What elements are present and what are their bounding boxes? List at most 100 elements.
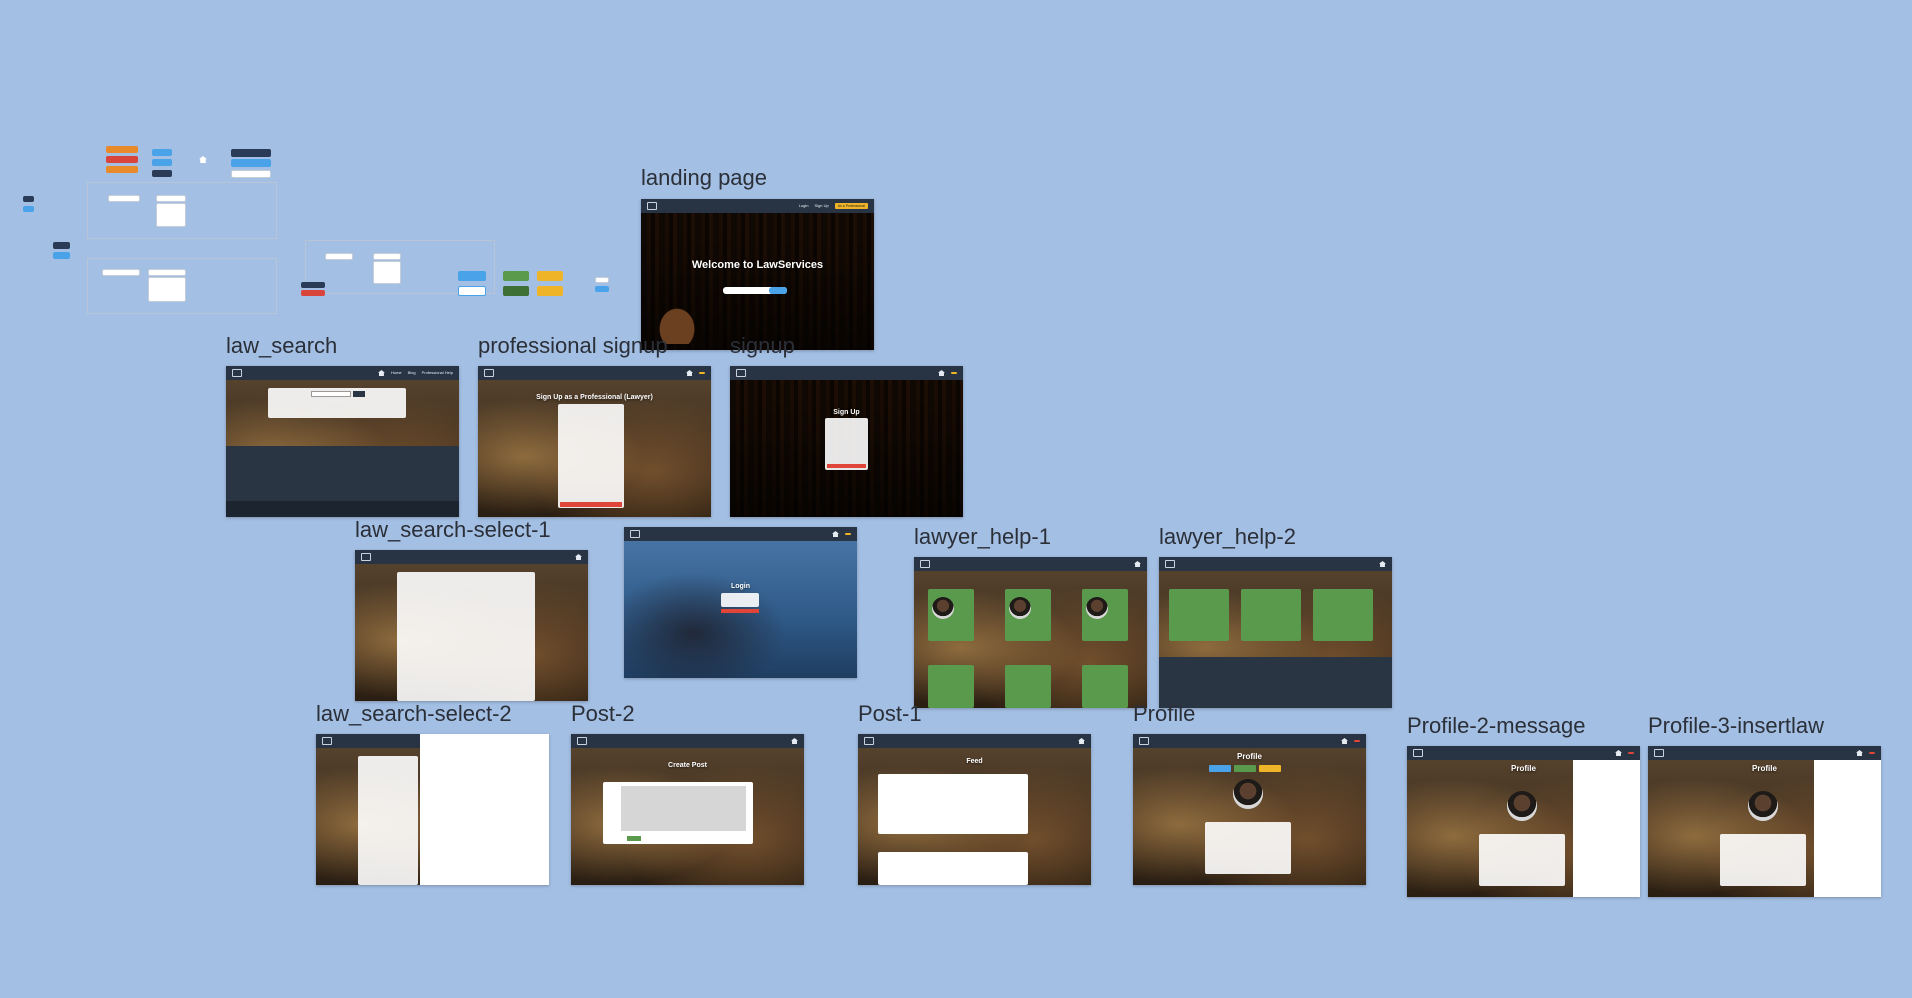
wf-chip[interactable] [537, 271, 563, 281]
nav-professional[interactable] [951, 372, 957, 374]
wf-node[interactable] [373, 253, 401, 260]
wf-chip[interactable] [231, 159, 271, 167]
frame-label: lawyer_help-2 [1159, 524, 1296, 549]
home-icon[interactable] [575, 554, 582, 560]
nav-professional-help[interactable]: Professional Help [421, 370, 453, 375]
message-button[interactable] [1209, 765, 1231, 772]
frame-signup[interactable]: Sign Up [730, 366, 963, 517]
wf-chip[interactable] [106, 146, 138, 153]
logout-button[interactable] [1869, 752, 1875, 754]
wf-chip[interactable] [23, 206, 34, 212]
nav-home[interactable]: Home [390, 370, 402, 375]
frame-label: Post-1 [858, 701, 922, 726]
home-icon[interactable] [686, 370, 693, 376]
post-textarea[interactable] [621, 786, 746, 831]
frame-landing-page[interactable]: Login Sign Up As a Professional Welcome … [641, 199, 874, 350]
nav-professional[interactable]: As a Professional [834, 203, 868, 209]
lawyer-card[interactable] [1241, 589, 1301, 641]
home-icon[interactable] [832, 531, 839, 537]
wf-chip[interactable] [301, 290, 325, 296]
home-icon[interactable] [1341, 738, 1348, 744]
wf-group [87, 182, 277, 239]
wf-chip[interactable] [152, 159, 172, 166]
wf-group [305, 240, 495, 294]
feed-post [878, 852, 1028, 885]
home-icon[interactable] [1078, 738, 1085, 744]
wf-node[interactable] [595, 277, 609, 283]
wf-node[interactable] [373, 261, 401, 284]
lawyer-avatar [1086, 597, 1108, 619]
wf-chip[interactable] [231, 170, 271, 178]
edit-profile-button[interactable] [1234, 765, 1256, 772]
nav-professional[interactable] [845, 533, 851, 535]
frame-professional-signup[interactable]: Sign Up as a Professional (Lawyer) [478, 366, 711, 517]
frame-law-search-select-1[interactable] [355, 550, 588, 701]
frame-law-search-select-2[interactable] [316, 734, 549, 885]
logo-icon [1165, 560, 1175, 568]
login-button[interactable] [721, 609, 759, 613]
home-icon[interactable] [1134, 561, 1141, 567]
wf-chip[interactable] [458, 271, 486, 281]
wf-node[interactable] [108, 195, 140, 202]
wf-node[interactable] [156, 195, 186, 202]
logo-icon [630, 530, 640, 538]
lawyer-card[interactable] [928, 665, 974, 708]
logout-button[interactable] [1354, 740, 1360, 742]
wf-chip[interactable] [595, 286, 609, 292]
wf-chip[interactable] [301, 282, 325, 288]
frame-profile-2-message[interactable]: Profile [1407, 746, 1640, 897]
frame-profile-3-insertlaw[interactable]: Profile [1648, 746, 1881, 897]
lawyer-avatar [1009, 597, 1031, 619]
wf-chip[interactable] [106, 156, 138, 163]
wf-chip[interactable] [23, 196, 34, 202]
wf-chip[interactable] [106, 166, 138, 173]
wf-chip[interactable] [53, 242, 70, 249]
nav-login[interactable]: Login [798, 203, 809, 208]
frame-post-2[interactable]: Create Post [571, 734, 804, 885]
wf-chip[interactable] [537, 286, 563, 296]
frame-lawyer-help-2[interactable] [1159, 557, 1392, 708]
frame-profile[interactable]: Profile [1133, 734, 1366, 885]
frame-post-1[interactable]: Feed [858, 734, 1091, 885]
home-icon[interactable] [938, 370, 945, 376]
home-icon[interactable] [1856, 750, 1863, 756]
lawyer-card[interactable] [1082, 665, 1128, 708]
search-button[interactable] [769, 287, 787, 294]
wf-chip[interactable] [53, 252, 70, 259]
home-icon[interactable] [377, 370, 385, 376]
search-button[interactable] [353, 391, 365, 397]
home-icon[interactable] [1379, 561, 1386, 567]
home-icon[interactable] [1615, 750, 1622, 756]
lawyer-card[interactable] [1005, 665, 1051, 708]
wf-chip[interactable] [231, 149, 271, 157]
wf-node[interactable] [148, 269, 186, 276]
nav-signup[interactable]: Sign Up [814, 203, 829, 208]
wf-node[interactable] [102, 269, 140, 276]
search-input[interactable] [723, 287, 787, 294]
results-table [358, 756, 418, 885]
submit-button[interactable] [560, 502, 622, 507]
logo-icon [736, 369, 746, 377]
frame-law-search[interactable]: Home Blog Professional Help [226, 366, 459, 517]
submit-button[interactable] [827, 464, 866, 468]
frame-lawyer-help-1[interactable] [914, 557, 1147, 708]
home-icon[interactable] [791, 738, 798, 744]
nav-blog[interactable]: Blog [407, 370, 416, 375]
wf-chip[interactable] [503, 286, 529, 296]
wf-chip[interactable] [458, 286, 486, 296]
wf-node[interactable] [148, 277, 186, 302]
logout-button[interactable] [1628, 752, 1634, 754]
insert-law-button[interactable] [1259, 765, 1281, 772]
search-input[interactable] [311, 391, 351, 397]
frame-label: professional signup [478, 333, 668, 358]
wf-chip[interactable] [152, 170, 172, 177]
nav-professional[interactable] [699, 372, 705, 374]
lawyer-card[interactable] [1313, 589, 1373, 641]
frame-login[interactable]: Login [624, 527, 857, 678]
lawyer-card[interactable] [1169, 589, 1229, 641]
wf-chip[interactable] [152, 149, 172, 156]
wf-node[interactable] [156, 203, 186, 227]
post-button[interactable] [627, 836, 641, 841]
wf-node[interactable] [325, 253, 353, 260]
wf-chip[interactable] [503, 271, 529, 281]
